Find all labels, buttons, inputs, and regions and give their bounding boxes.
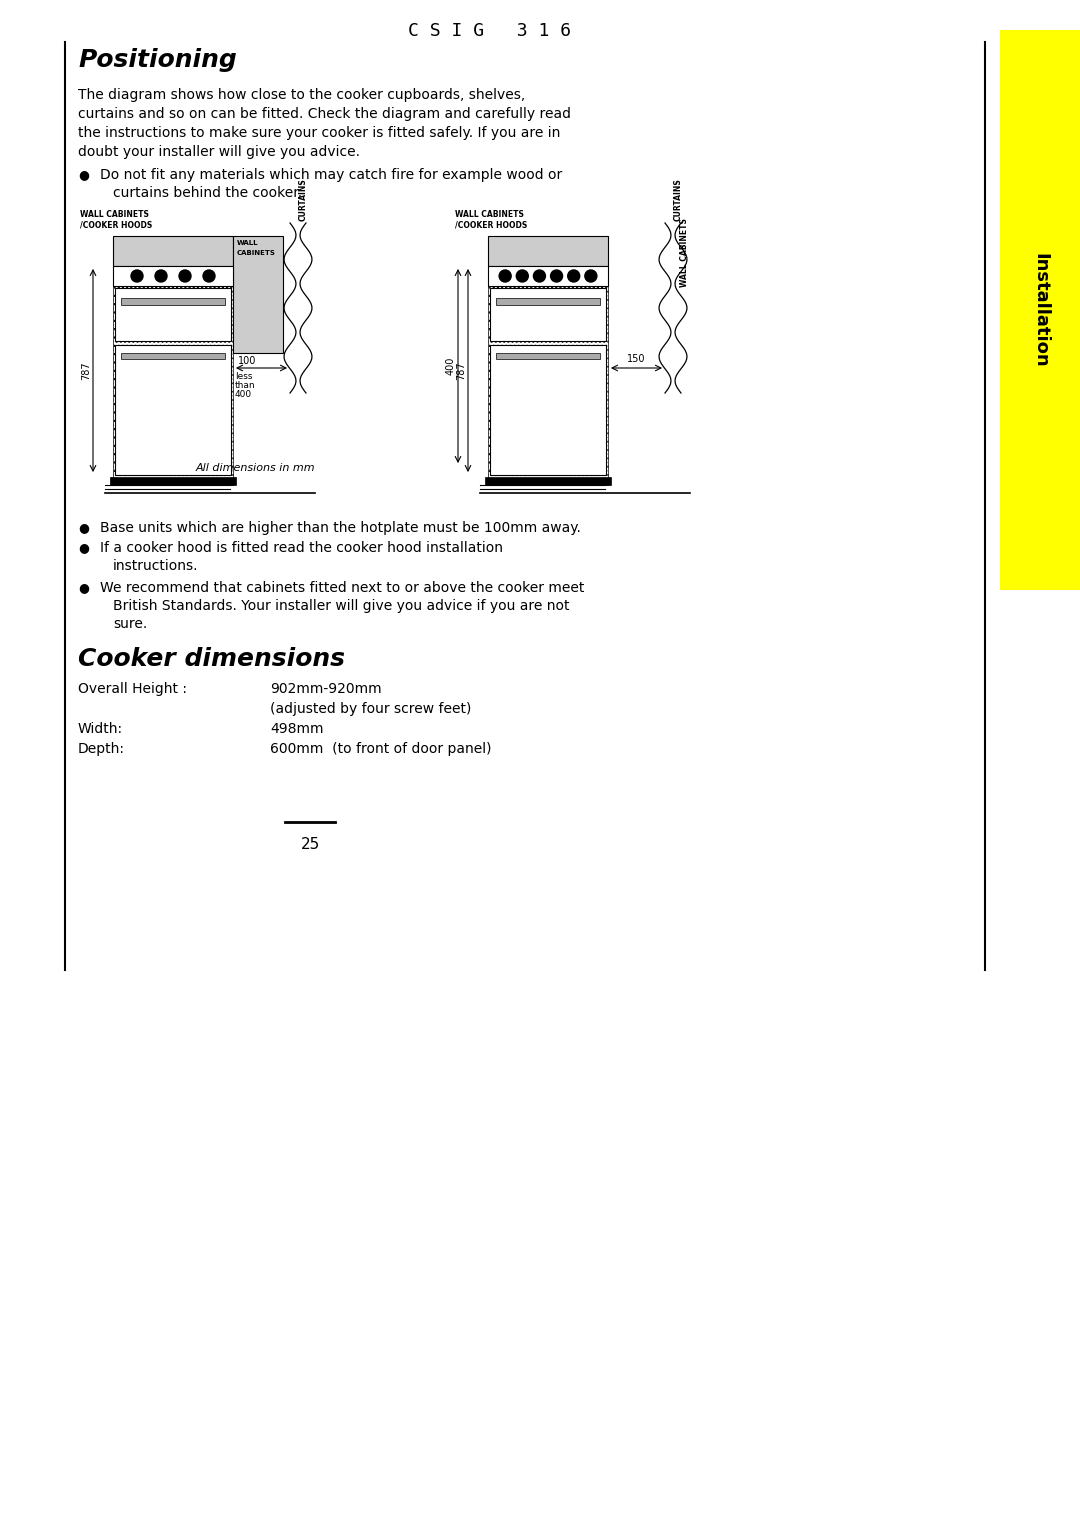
Circle shape [585,270,597,283]
Text: 400: 400 [235,390,252,399]
Bar [485,477,611,484]
Text: Cooker dimensions: Cooker dimensions [78,646,345,671]
Text: curtains and so on can be fitted. Check the diagram and carefully read: curtains and so on can be fitted. Check … [78,107,571,121]
Text: than: than [235,380,256,390]
Circle shape [131,270,143,283]
Text: doubt your installer will give you advice.: doubt your installer will give you advic… [78,145,360,159]
Text: ●: ● [78,541,89,555]
Text: /COOKER HOODS: /COOKER HOODS [80,222,152,231]
Text: ●: ● [78,581,89,594]
Text: If a cooker hood is fitted read the cooker hood installation: If a cooker hood is fitted read the cook… [100,541,503,555]
Text: 400: 400 [446,358,456,376]
Text: 100: 100 [238,356,256,367]
Text: curtains behind the cooker.: curtains behind the cooker. [113,186,302,200]
Circle shape [156,270,167,283]
Text: 902mm-920mm: 902mm-920mm [270,681,381,695]
Text: CABINETS: CABINETS [237,251,275,257]
Text: The diagram shows how close to the cooker cupboards, shelves,: The diagram shows how close to the cooke… [78,89,525,102]
Bar [496,353,600,359]
Text: WALL CABINETS: WALL CABINETS [680,219,689,287]
Bar [488,235,608,266]
Bar [110,477,237,484]
Text: Installation: Installation [1031,252,1049,367]
Bar [121,353,225,359]
Text: 600mm  (to front of door panel): 600mm (to front of door panel) [270,743,491,756]
Text: Overall Height :: Overall Height : [78,681,187,695]
Text: All dimensions in mm: All dimensions in mm [195,463,314,474]
Text: instructions.: instructions. [113,559,199,573]
Text: We recommend that cabinets fitted next to or above the cooker meet: We recommend that cabinets fitted next t… [100,581,584,594]
Circle shape [534,270,545,283]
Text: C S I G   3 1 6: C S I G 3 1 6 [408,21,571,40]
Circle shape [568,270,580,283]
Bar [114,287,231,341]
Bar [490,345,606,475]
Text: British Standards. Your installer will give you advice if you are not: British Standards. Your installer will g… [113,599,569,613]
Text: (adjusted by four screw feet): (adjusted by four screw feet) [270,701,471,717]
Text: Do not fit any materials which may catch fire for example wood or: Do not fit any materials which may catch… [100,168,563,182]
Text: 25: 25 [300,837,320,853]
Text: Base units which are higher than the hotplate must be 100mm away.: Base units which are higher than the hot… [100,521,581,535]
Text: 787: 787 [81,361,91,380]
Text: Positioning: Positioning [78,47,237,72]
Text: WALL CABINETS: WALL CABINETS [80,209,149,219]
Bar [488,266,608,484]
Bar [490,287,606,341]
Bar [233,235,283,353]
Bar [113,266,233,286]
Text: CURTAINS: CURTAINS [298,179,308,222]
Circle shape [179,270,191,283]
Text: ●: ● [78,521,89,533]
Text: WALL: WALL [237,240,258,246]
Text: 150: 150 [627,354,646,364]
Bar [1000,31,1080,590]
Circle shape [551,270,563,283]
Bar [113,266,233,484]
Bar [496,298,600,306]
Circle shape [203,270,215,283]
Bar [488,266,608,286]
Text: Width:: Width: [78,723,123,736]
Bar [113,235,233,266]
Text: 498mm: 498mm [270,723,324,736]
Text: Depth:: Depth: [78,743,125,756]
Bar [121,298,225,306]
Text: the instructions to make sure your cooker is fitted safely. If you are in: the instructions to make sure your cooke… [78,125,561,141]
Text: less: less [235,371,253,380]
Circle shape [516,270,528,283]
Bar [114,345,231,475]
Text: CURTAINS: CURTAINS [674,179,683,222]
Text: ●: ● [78,168,89,180]
Circle shape [499,270,511,283]
Text: sure.: sure. [113,617,147,631]
Text: /COOKER HOODS: /COOKER HOODS [455,222,527,231]
Text: WALL CABINETS: WALL CABINETS [455,209,524,219]
Text: 787: 787 [456,361,465,380]
